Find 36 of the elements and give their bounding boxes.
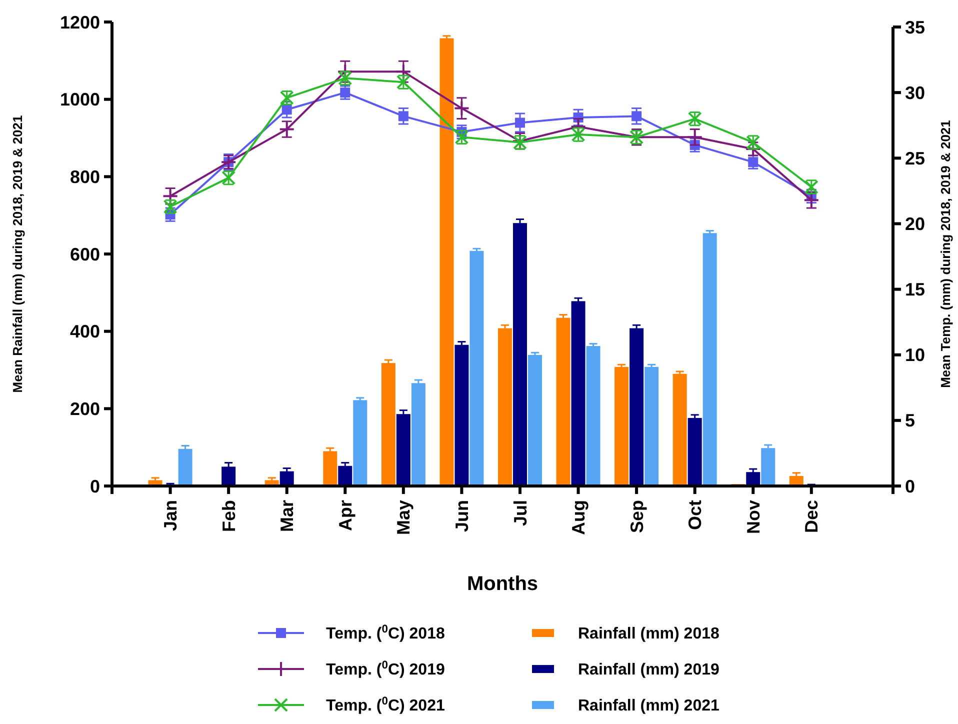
y-tick-label: 600 — [70, 244, 100, 264]
y-tick-label: 0 — [90, 476, 100, 496]
y-tick-label: 1000 — [60, 90, 100, 110]
legend-label: Temp. ($^{0}$C) 2021 — [326, 696, 445, 715]
y2-tick-label: 35 — [905, 17, 926, 38]
y2-tick-label: 15 — [905, 280, 926, 300]
y-tick-label: 400 — [70, 322, 100, 342]
y-tick-label: 200 — [70, 398, 100, 419]
x-tick-label: Feb — [218, 500, 239, 532]
x-tick-label: Dec — [802, 500, 822, 534]
legend-label: Rainfall (mm) 2021 — [578, 698, 720, 715]
legend-label: Temp. ($^{0}$C) 2018 — [326, 624, 445, 643]
x-tick-label: Mar — [277, 500, 298, 532]
y-tick-label: 1200 — [60, 12, 100, 32]
y2-axis-title: Mean Temp. (mm) during 2018, 2019 & 2021 — [938, 120, 953, 388]
y2-tick-label: 30 — [905, 82, 926, 103]
x-tick-label: Jan — [160, 500, 181, 532]
x-tick-label: May — [394, 500, 414, 536]
y-tick-label: 800 — [70, 166, 100, 187]
y2-tick-label: 5 — [905, 410, 916, 431]
y2-tick-label: 10 — [905, 345, 926, 366]
x-tick-label: Oct — [685, 500, 706, 530]
x-tick-label: Apr — [335, 500, 356, 531]
y2-tick-label: 25 — [905, 148, 926, 168]
legend-label: Rainfall (mm) 2018 — [578, 626, 720, 643]
x-tick-label: Nov — [743, 500, 764, 534]
x-tick-label: Jul — [510, 500, 530, 526]
x-tick-label: Sep — [626, 500, 647, 534]
legend-label: Temp. ($^{0}$C) 2019 — [326, 660, 445, 679]
y2-tick-label: 0 — [905, 476, 916, 496]
legend-label: Rainfall (mm) 2019 — [578, 662, 720, 679]
y-axis-title: Mean Rainfall (mm) during 2018, 2019 & 2021 — [10, 115, 25, 393]
x-tick-label: Aug — [568, 500, 589, 535]
x-axis-title: Months — [466, 573, 538, 595]
x-tick-label: Jun — [452, 500, 472, 532]
y2-tick-label: 20 — [905, 214, 926, 234]
